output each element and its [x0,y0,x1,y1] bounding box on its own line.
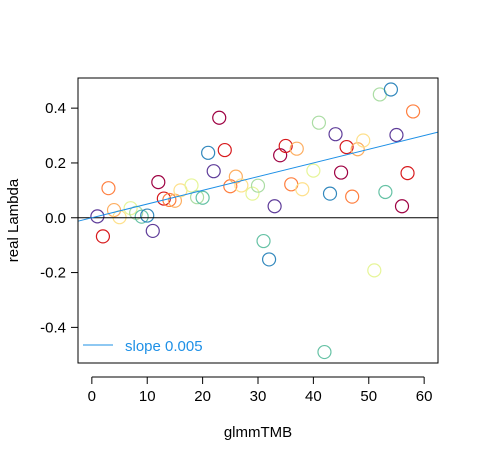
data-point [95,229,111,244]
data-point [405,104,421,119]
data-point [333,165,349,180]
data-point [328,127,343,142]
y-axis: -0.4 -0.2 0.0 0.2 0.4 [40,100,79,336]
data-point [201,145,216,160]
y-tick-label: 0.4 [45,100,66,117]
data-point [151,175,166,190]
data-point [383,82,399,97]
data-point [394,199,410,214]
data-point [345,189,360,204]
data-point [195,190,210,205]
data-point [389,127,404,143]
data-point [267,199,282,214]
points-layer [90,82,421,360]
x-tick-label: 40 [305,388,322,405]
y-tick-label: -0.2 [40,265,66,282]
data-point [234,178,249,193]
data-point [90,209,105,224]
data-point [250,178,266,193]
data-point [106,202,122,218]
data-point [339,139,354,155]
data-point [400,165,415,181]
x-axis: 0 10 20 30 40 50 60 [88,376,433,405]
data-point [289,141,304,156]
data-point [189,190,205,205]
y-axis-label: real Lambda [5,178,22,262]
data-point [356,133,371,148]
y-tick-label: 0.0 [45,210,66,227]
data-point [261,252,277,267]
data-point [367,263,382,278]
y-tick-label: 0.2 [45,155,66,172]
x-tick-label: 10 [139,388,156,405]
x-axis-label: glmmTMB [224,424,292,441]
data-point [311,115,327,130]
data-point [245,186,260,201]
data-point [217,142,232,158]
data-point [123,201,138,216]
data-point [295,182,310,197]
x-tick-label: 20 [194,388,211,405]
fit-line [77,131,439,222]
data-point [317,344,332,360]
data-point [184,178,199,193]
data-point [145,223,160,239]
data-point [212,110,227,125]
data-point [256,233,271,249]
data-point [206,164,221,179]
data-point [140,208,155,223]
data-point [134,209,149,224]
data-point [378,184,393,200]
data-point [322,186,338,201]
legend-label: slope 0.005 [125,338,203,355]
data-point [278,138,293,154]
data-point [101,181,116,196]
data-point [306,163,321,178]
x-tick-label: 50 [360,388,377,405]
x-tick-label: 0 [88,388,96,405]
y-tick-label: -0.4 [40,319,66,336]
x-tick-label: 60 [416,388,433,405]
x-tick-label: 30 [250,388,267,405]
